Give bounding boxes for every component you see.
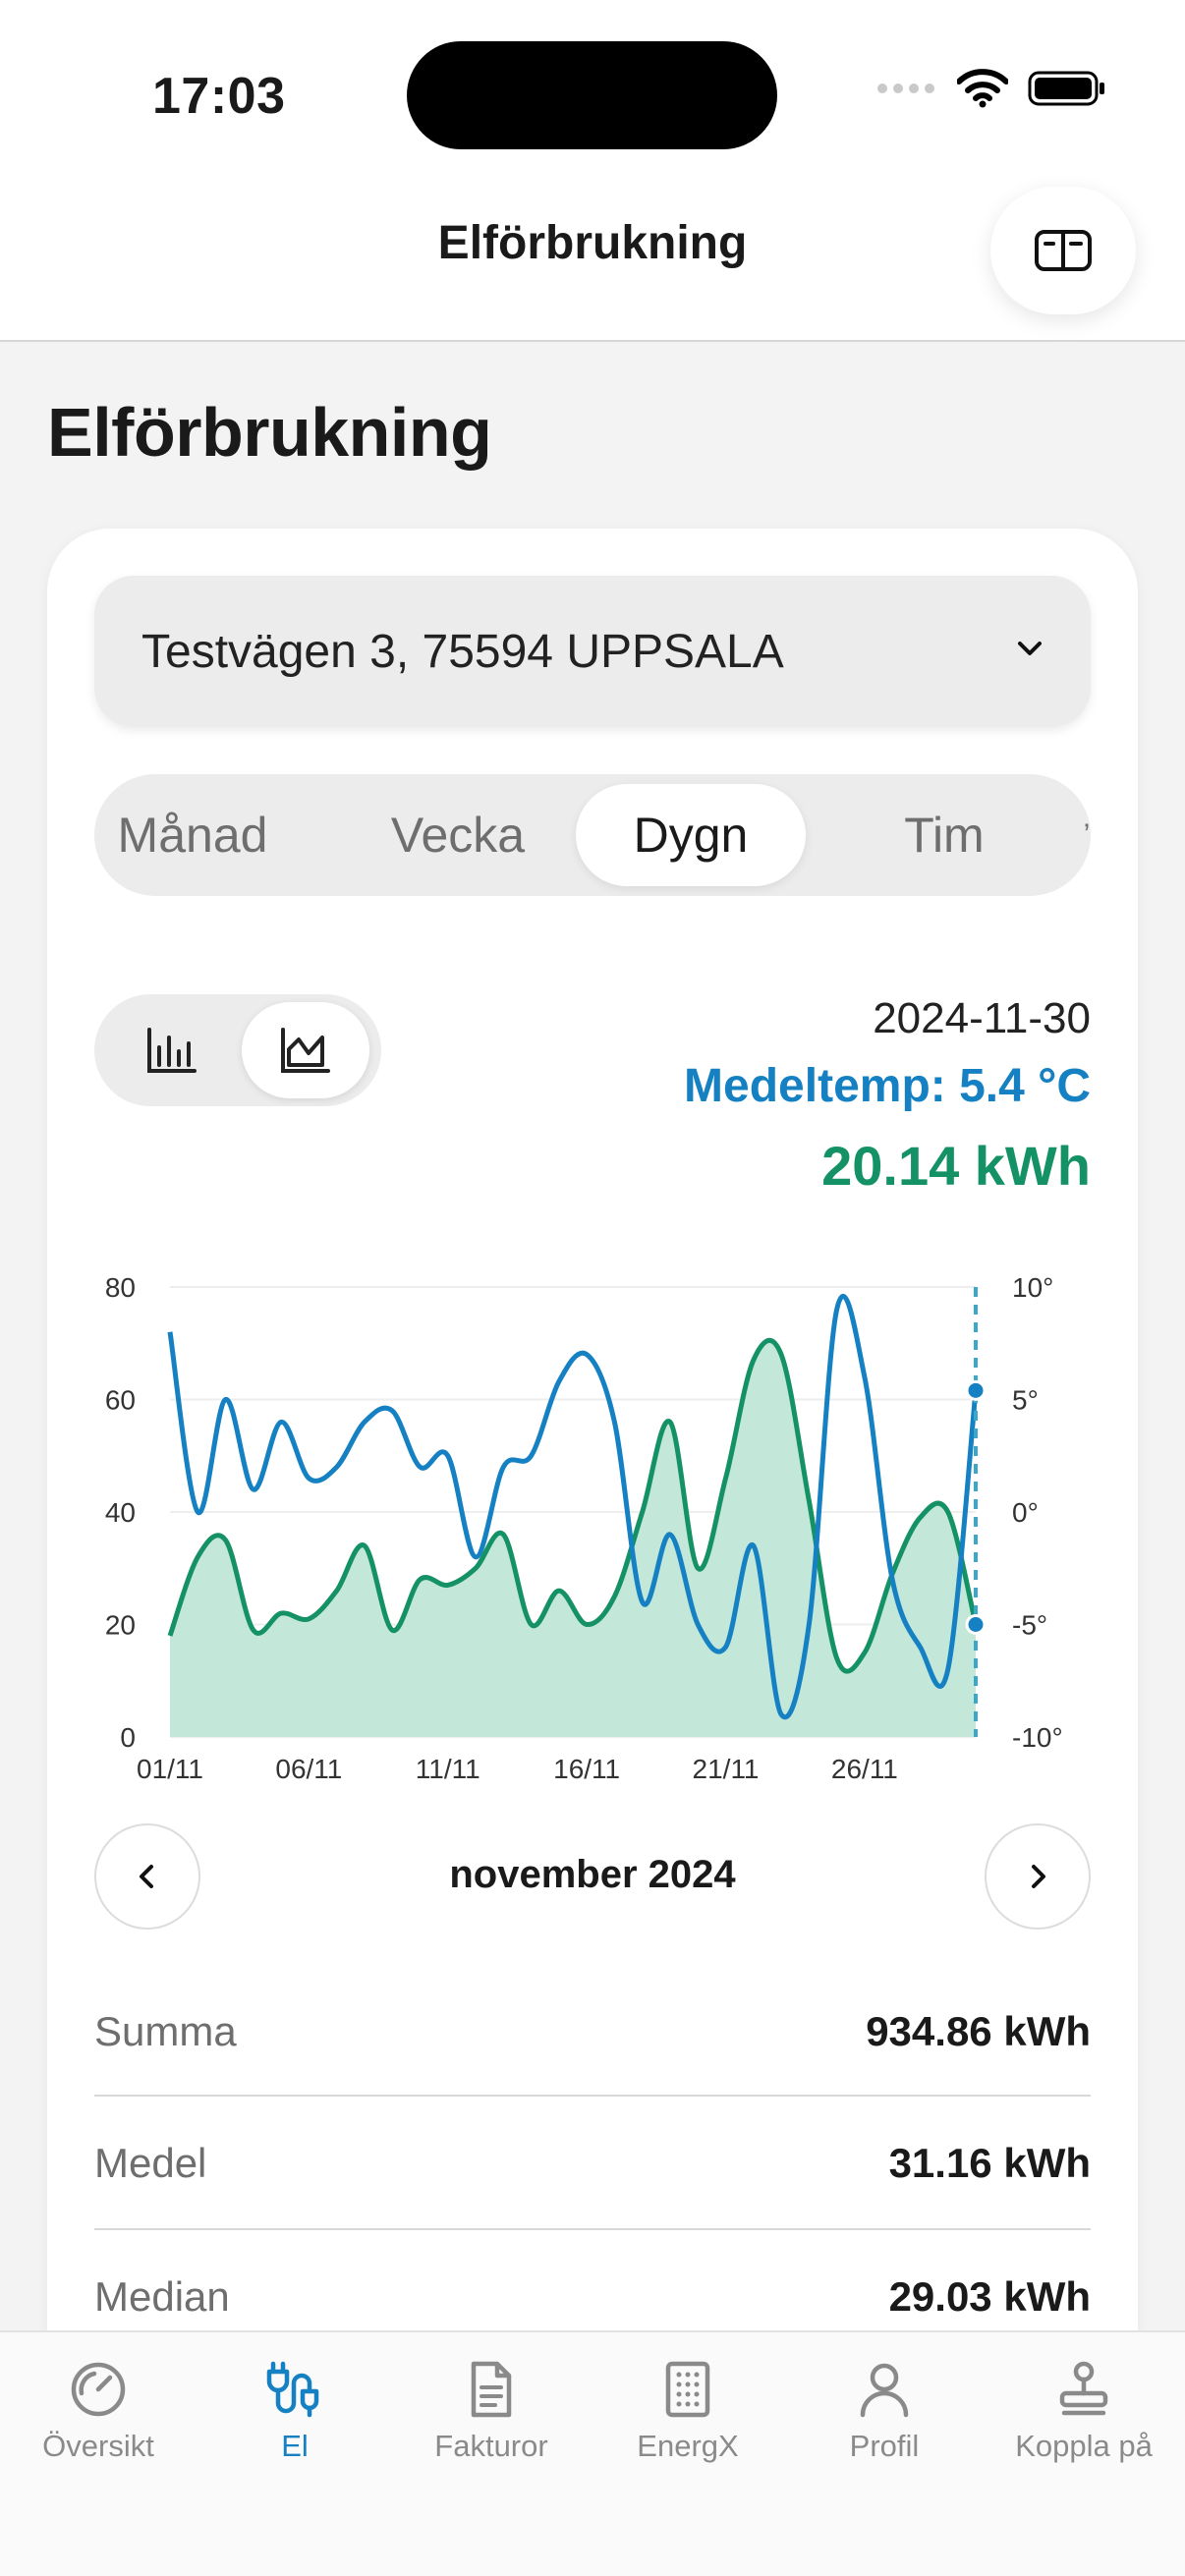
x-tick-label: 01/11: [137, 1754, 203, 1784]
consumption-marker: [965, 1614, 987, 1635]
stat-value: 31.16 kWh: [888, 2140, 1091, 2186]
stat-label: Medel: [94, 2140, 207, 2186]
consumption-area: [170, 1340, 976, 1737]
divider: [94, 2228, 1091, 2230]
y-left-tick-label: 40: [105, 1497, 136, 1528]
y-right-tick-label: -5°: [1012, 1610, 1047, 1641]
area-chart-icon: [281, 1028, 330, 1073]
y-right-tick-label: -10°: [1012, 1722, 1063, 1753]
stat-value: 29.03 kWh: [888, 2273, 1091, 2320]
area-chart-button[interactable]: [242, 1002, 369, 1098]
consumption-card: Testvägen 3, 75594 UPPSALA Månad Vecka D…: [47, 529, 1138, 2395]
gauge-icon: [71, 2362, 126, 2417]
page-title: Elförbrukning: [47, 394, 492, 471]
y-right-tick-label: 5°: [1012, 1385, 1039, 1416]
segment-day[interactable]: Dygn: [633, 808, 749, 863]
x-tick-label: 16/11: [553, 1754, 620, 1784]
previous-month-button[interactable]: [94, 1823, 200, 1930]
tab-label: El: [281, 2429, 309, 2463]
stat-row-sum: Summa 934.86 kWh: [94, 1965, 1091, 2097]
dynamic-island: [407, 41, 777, 149]
chevron-right-icon: [1032, 1865, 1045, 1888]
tab-energx[interactable]: EnergX: [590, 2360, 786, 2464]
bar-chart-button[interactable]: [108, 1002, 236, 1098]
building-icon: [665, 2361, 710, 2418]
tab-electricity[interactable]: El: [197, 2360, 393, 2464]
tab-label: EnergX: [637, 2429, 739, 2463]
document-icon: [471, 2361, 512, 2418]
address-select[interactable]: Testvägen 3, 75594 UPPSALA: [94, 576, 1091, 727]
segment-hour[interactable]: Tim: [904, 808, 985, 863]
stat-row-median: Median 29.03 kWh: [94, 2230, 1091, 2362]
segment-month[interactable]: Månad: [117, 808, 268, 863]
bar-chart-icon: [147, 1028, 197, 1073]
stamp-icon: [1059, 2361, 1108, 2416]
tab-overview[interactable]: Översikt: [0, 2360, 197, 2464]
next-month-button[interactable]: [985, 1823, 1091, 1930]
status-bar: 17:03: [0, 0, 1185, 187]
y-left-tick-label: 60: [105, 1385, 136, 1416]
stat-label: Summa: [94, 2008, 237, 2054]
x-tick-label: 11/11: [416, 1754, 480, 1784]
meter-card-icon: [1035, 230, 1092, 271]
temperature-line: [167, 1293, 979, 1720]
x-tick-label: 06/11: [275, 1754, 342, 1784]
segment-overflow[interactable]: ’: [1083, 818, 1091, 851]
chevron-left-icon: [140, 1865, 153, 1888]
month-navigation: november 2024: [94, 1823, 1091, 1930]
navigation-bar: Elförbrukning: [0, 187, 1185, 342]
wifi-icon: [957, 69, 1008, 108]
selected-date: 2024-11-30: [873, 994, 1091, 1042]
tab-profile[interactable]: Profil: [786, 2360, 983, 2464]
x-tick-label: 21/11: [693, 1754, 760, 1784]
temperature-marker: [965, 1379, 987, 1401]
y-left-tick-label: 80: [105, 1272, 136, 1303]
consumption-temperature-chart[interactable]: 0 20 40 60 80 -10° -5° 0° 5° 10° 01/11 06/11 11/11 16…: [47, 1236, 1138, 1806]
period-segmented-control: Månad Vecka Dygn Tim ’: [94, 774, 1091, 896]
tab-label: Översikt: [42, 2429, 154, 2463]
selected-consumption: 20.14 kWh: [821, 1135, 1091, 1197]
tab-bar: Översikt El Fakturor: [0, 2330, 1185, 2576]
nav-title: Elförbrukning: [437, 217, 748, 269]
y-left-tick-label: 0: [120, 1722, 136, 1753]
y-right-tick-label: 10°: [1012, 1272, 1053, 1303]
status-icons: [876, 69, 1106, 108]
stat-label: Median: [94, 2273, 230, 2320]
month-label: november 2024: [449, 1853, 736, 1896]
selected-mean-temp: Medeltemp: 5.4 °C: [684, 1060, 1091, 1112]
tab-connect[interactable]: Koppla på: [983, 2360, 1185, 2464]
tab-label: Profil: [849, 2429, 920, 2463]
tab-invoices[interactable]: Fakturor: [393, 2360, 590, 2464]
chart-type-toggle: [94, 994, 381, 1106]
consumption-line: [167, 1337, 979, 1674]
segment-week[interactable]: Vecka: [390, 808, 526, 863]
y-left-tick-label: 20: [105, 1610, 136, 1641]
battery-icon: [1028, 71, 1104, 106]
x-tick-label: 26/11: [831, 1754, 898, 1784]
person-icon: [860, 2363, 909, 2418]
stat-row-mean: Medel 31.16 kWh: [94, 2097, 1091, 2228]
meter-card-button[interactable]: [990, 187, 1136, 314]
address-value: Testvägen 3, 75594 UPPSALA: [141, 626, 784, 678]
tab-label: Fakturor: [434, 2429, 548, 2463]
cellular-dots-icon: [877, 84, 934, 93]
y-right-tick-label: 0°: [1012, 1497, 1039, 1528]
status-time: 17:03: [152, 68, 286, 125]
stat-value: 934.86 kWh: [866, 2008, 1091, 2054]
segment-active-indicator: [576, 784, 806, 886]
tab-label: Koppla på: [1015, 2429, 1153, 2463]
plug-icon: [266, 2361, 319, 2418]
divider: [94, 2095, 1091, 2097]
chevron-down-icon: [1018, 642, 1042, 655]
